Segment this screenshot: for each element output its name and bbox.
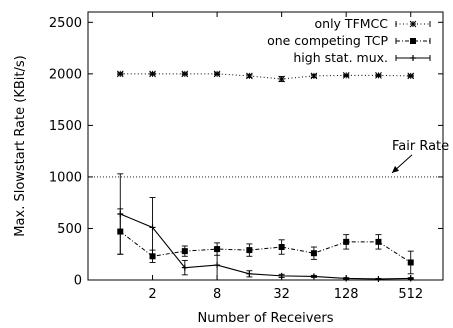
x-tick-label: 2 (148, 287, 156, 302)
x-tick-label: 8 (213, 287, 221, 302)
data-point (343, 275, 350, 282)
data-point (246, 270, 253, 277)
series-group (116, 70, 415, 282)
x-tick-label: 512 (398, 287, 423, 302)
x-tick-label: 32 (273, 287, 290, 302)
data-point (181, 70, 189, 78)
y-tick-label: 1500 (49, 119, 82, 134)
data-point (343, 238, 350, 245)
x-axis-label: Number of Receivers (197, 311, 333, 326)
data-point (407, 72, 415, 80)
fair-rate-label: Fair Rate (392, 139, 449, 154)
data-point (213, 70, 221, 78)
series-line (120, 213, 411, 280)
data-point (181, 248, 188, 255)
data-point (278, 75, 285, 83)
y-tick-label: 1000 (49, 170, 82, 185)
data-point (310, 250, 317, 257)
data-point (407, 259, 414, 266)
data-point (310, 273, 317, 280)
data-point (149, 70, 156, 78)
legend-label: one competing TCP (267, 33, 388, 48)
x-tick-label: 128 (334, 287, 359, 302)
data-point (149, 224, 156, 231)
data-point (278, 244, 285, 251)
data-point (278, 272, 285, 279)
y-tick-label: 500 (57, 222, 82, 237)
data-point (375, 238, 382, 245)
series-2 (117, 173, 414, 282)
legend-label: high stat. mux. (293, 50, 388, 65)
legend-marker (409, 20, 417, 28)
legend-label: only TFMCC (315, 16, 389, 31)
plot-frame (87, 11, 444, 281)
series-0 (116, 70, 415, 83)
y-axis-ticks: 0 500 1000 1500 2000 2500 (49, 16, 443, 289)
data-point (342, 72, 350, 79)
data-point (116, 70, 124, 78)
data-point (214, 246, 221, 253)
fair-rate-arrowhead (392, 165, 399, 173)
plot-border (87, 11, 444, 281)
data-point (181, 264, 188, 271)
data-point (117, 211, 124, 218)
y-tick-label: 2000 (49, 67, 82, 82)
x-axis-ticks: 2 8 32 128 512 (148, 12, 423, 302)
legend-marker (410, 55, 416, 61)
annotations: Fair Rate (88, 139, 449, 178)
legend-marker (410, 38, 416, 44)
y-tick-label: 0 (74, 274, 82, 289)
data-point (246, 247, 253, 254)
data-point (375, 275, 382, 282)
y-tick-label: 2500 (49, 16, 82, 31)
data-point (375, 72, 382, 79)
series-line (119, 231, 411, 263)
legend: only TFMCC one competing TCP high stat. mu… (267, 16, 431, 65)
series-line (120, 73, 411, 80)
series-1 (117, 208, 414, 275)
data-point (310, 72, 318, 80)
y-axis-label: Max. Slowstart Rate (KBit/s) (13, 55, 28, 236)
data-point (407, 275, 414, 282)
data-point (214, 262, 221, 269)
data-point (246, 72, 253, 80)
